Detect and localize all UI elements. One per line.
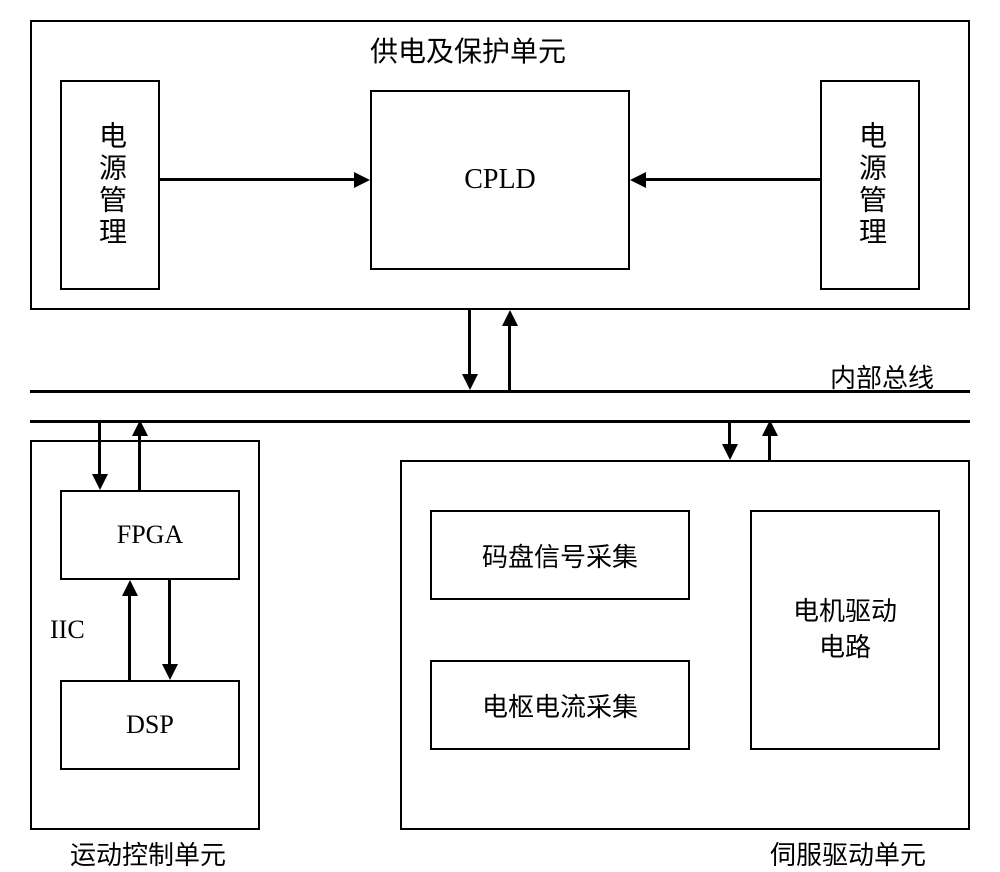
bus-line-bottom bbox=[30, 420, 970, 423]
arrow-fpga-dsp-up-shaft bbox=[128, 596, 131, 680]
pm-left-box: 电源管理 bbox=[60, 80, 160, 290]
power-unit-title: 供电及保护单元 bbox=[370, 30, 566, 70]
encoder-label: 码盘信号采集 bbox=[482, 537, 638, 574]
arrow-bus-servo-up-shaft bbox=[768, 436, 771, 460]
diagram-stage: 供电及保护单元 电源管理 CPLD 电源管理 内部总线 运动控制单元 FPGA … bbox=[30, 20, 970, 840]
arrow-fpga-dsp-up-head bbox=[122, 580, 138, 596]
arrow-cpld-bus-down-head bbox=[462, 374, 478, 390]
bus-label: 内部总线 bbox=[830, 358, 934, 395]
pm-right-box: 电源管理 bbox=[820, 80, 920, 290]
armature-box: 电枢电流采集 bbox=[430, 660, 690, 750]
arrow-fpga-dsp-down-shaft bbox=[168, 580, 171, 664]
arrow-cpld-bus-down-shaft bbox=[468, 310, 471, 374]
arrow-bus-motion-down-shaft bbox=[98, 420, 101, 474]
armature-label: 电枢电流采集 bbox=[482, 687, 638, 724]
arrow-bus-servo-up-head bbox=[762, 420, 778, 436]
arrow-pmleft-cpld-shaft bbox=[160, 178, 354, 181]
cpld-label: CPLD bbox=[464, 164, 536, 196]
bus-line-top bbox=[30, 390, 970, 393]
motion-unit-title: 运动控制单元 bbox=[70, 835, 226, 872]
arrow-fpga-dsp-down-head bbox=[162, 664, 178, 680]
fpga-label: FPGA bbox=[117, 520, 183, 550]
iic-label: IIC bbox=[50, 615, 85, 645]
arrow-pmright-cpld-shaft bbox=[646, 178, 820, 181]
arrow-bus-servo-down-shaft bbox=[728, 420, 731, 444]
arrow-pmleft-cpld-head bbox=[354, 172, 370, 188]
arrow-bus-motion-up-shaft bbox=[138, 436, 141, 490]
arrow-pmright-cpld-head bbox=[630, 172, 646, 188]
dsp-label: DSP bbox=[126, 710, 174, 740]
arrow-cpld-bus-up-shaft bbox=[508, 326, 511, 390]
arrow-bus-motion-down-head bbox=[92, 474, 108, 490]
arrow-cpld-bus-up-head bbox=[502, 310, 518, 326]
servo-unit-title: 伺服驱动单元 bbox=[770, 835, 926, 872]
arrow-bus-motion-up-head bbox=[132, 420, 148, 436]
driver-box: 电机驱动电路 bbox=[750, 510, 940, 750]
fpga-box: FPGA bbox=[60, 490, 240, 580]
pm-right-label: 电源管理 bbox=[850, 121, 890, 249]
dsp-box: DSP bbox=[60, 680, 240, 770]
driver-label: 电机驱动电路 bbox=[793, 594, 897, 667]
arrow-bus-servo-down-head bbox=[722, 444, 738, 460]
pm-left-label: 电源管理 bbox=[90, 121, 130, 249]
encoder-box: 码盘信号采集 bbox=[430, 510, 690, 600]
cpld-box: CPLD bbox=[370, 90, 630, 270]
